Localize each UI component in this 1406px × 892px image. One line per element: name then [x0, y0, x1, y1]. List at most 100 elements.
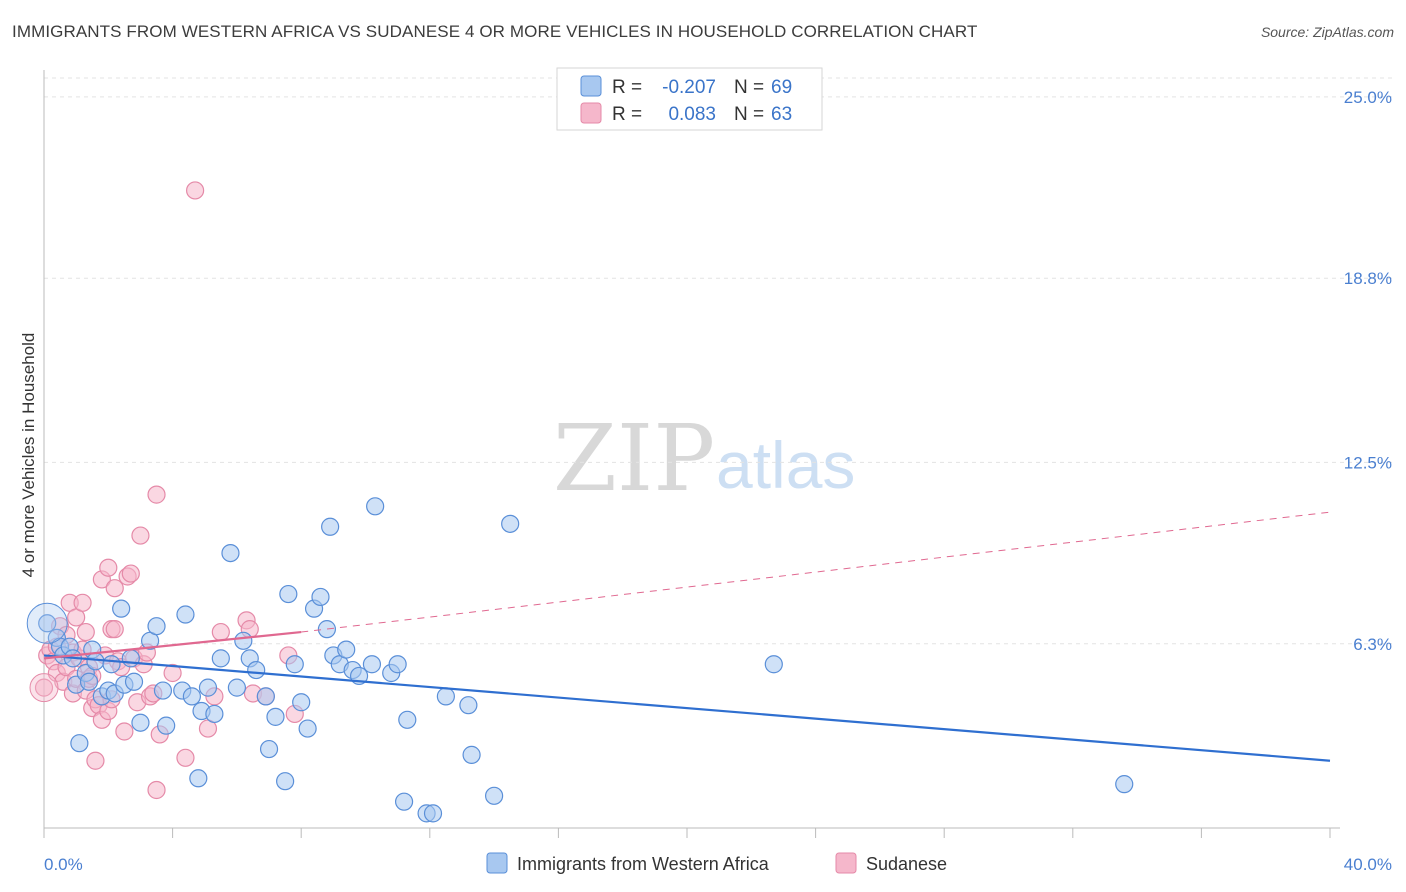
point-western-africa: [501, 514, 520, 533]
point-western-africa: [259, 739, 279, 759]
point-sudanese: [34, 678, 54, 697]
point-sudanese: [121, 564, 140, 583]
point-western-africa: [388, 655, 407, 674]
point-western-africa: [285, 655, 304, 674]
legend-n-value-1: 69: [771, 77, 792, 98]
trendline-sudanese: [43, 630, 302, 660]
point-western-africa-cluster: [26, 602, 68, 644]
point-sudanese: [147, 780, 166, 800]
legend-swatch-pink: [580, 102, 602, 124]
point-western-africa: [124, 672, 144, 691]
point-western-africa: [394, 792, 414, 811]
point-sudanese: [211, 622, 230, 642]
legend-r-label-2: R =: [612, 104, 642, 125]
bottom-legend-swatch-pink: [835, 852, 857, 874]
legend-n-value-2: 63: [771, 104, 792, 125]
point-western-africa: [398, 710, 417, 729]
legend-swatch-blue: [580, 75, 602, 97]
point-western-africa: [462, 745, 481, 764]
legend-r-label-1: R =: [612, 77, 642, 98]
point-western-africa: [485, 786, 504, 805]
point-western-africa: [70, 734, 89, 753]
point-sudanese: [131, 526, 150, 545]
point-western-africa: [205, 704, 224, 724]
x-axis-ticks: [43, 828, 1331, 838]
bottom-legend-label-sudanese: Sudanese: [866, 854, 947, 874]
point-western-africa: [279, 584, 298, 604]
point-western-africa: [147, 617, 166, 636]
point-sudanese: [99, 558, 118, 577]
point-western-africa: [157, 716, 176, 735]
point-western-africa: [182, 687, 201, 706]
legend-n-label-2: N =: [734, 104, 764, 125]
x-tick-label-min: 0.0%: [44, 855, 83, 874]
point-sudanese: [176, 748, 195, 767]
point-western-africa: [266, 707, 285, 726]
point-western-africa: [317, 620, 337, 639]
point-sudanese-cluster: [29, 673, 59, 703]
x-tick-label-max: 40.0%: [1344, 855, 1392, 874]
point-western-africa: [459, 696, 478, 715]
point-western-africa: [436, 687, 455, 706]
legend-r-value-2: 0.083: [668, 104, 716, 125]
point-western-africa: [112, 599, 131, 618]
legend-r-value-1: -0.207: [662, 77, 716, 98]
trendline-sudanese-projection: [301, 511, 1331, 633]
point-western-africa: [189, 769, 208, 788]
point-western-africa: [121, 649, 140, 668]
point-sudanese: [163, 663, 182, 683]
point-western-africa: [198, 678, 218, 697]
point-western-africa: [211, 649, 230, 668]
point-western-africa: [423, 804, 443, 823]
point-western-africa: [38, 614, 57, 633]
point-western-africa: [366, 497, 385, 516]
y-tick-label: 6.3%: [1353, 635, 1392, 654]
point-western-africa: [221, 543, 240, 563]
point-sudanese: [186, 181, 205, 200]
point-western-africa: [247, 660, 266, 680]
point-sudanese: [105, 620, 124, 639]
series-legend: Immigrants from Western Africa Sudanese: [486, 852, 947, 874]
source-label: Source: ZipAtlas.com: [1260, 24, 1394, 40]
point-western-africa: [79, 672, 99, 691]
watermark-atlas: atlas: [716, 428, 855, 502]
watermark-zip: ZIP: [553, 405, 715, 512]
point-western-africa: [153, 681, 173, 700]
point-western-africa: [298, 719, 317, 738]
point-western-africa: [292, 693, 311, 712]
point-sudanese: [86, 751, 105, 770]
point-western-africa: [1115, 775, 1134, 794]
bottom-legend-swatch-blue: [486, 852, 508, 874]
point-western-africa: [131, 713, 150, 732]
point-sudanese: [73, 593, 92, 612]
point-western-africa: [256, 687, 275, 706]
chart-title: IMMIGRANTS FROM WESTERN AFRICA VS SUDANE…: [12, 22, 978, 41]
point-western-africa: [86, 652, 105, 671]
trendline-western-africa: [43, 654, 1331, 762]
point-sudanese: [105, 579, 124, 598]
point-sudanese: [115, 722, 134, 741]
gridlines: [44, 77, 1392, 645]
point-western-africa: [227, 678, 246, 697]
point-western-africa: [102, 655, 121, 674]
correlation-legend: R = -0.207 N = 69 R = 0.083 N = 63: [556, 67, 823, 131]
point-western-africa: [234, 631, 253, 650]
series-western-africa-points: [26, 497, 1134, 823]
y-tick-label: 25.0%: [1344, 88, 1392, 107]
point-western-africa: [362, 655, 382, 674]
y-axis-tick-labels: 6.3% 12.5% 18.8% 25.0%: [1344, 88, 1392, 654]
y-tick-label: 12.5%: [1344, 453, 1392, 472]
bottom-legend-label-western-africa: Immigrants from Western Africa: [517, 854, 770, 874]
point-western-africa: [337, 640, 356, 659]
point-western-africa: [764, 655, 783, 674]
point-western-africa: [311, 587, 330, 607]
point-western-africa: [176, 605, 195, 624]
point-sudanese: [76, 622, 95, 642]
legend-n-label-1: N =: [734, 77, 764, 98]
point-western-africa: [276, 772, 295, 791]
point-western-africa: [321, 517, 340, 536]
trendlines: [43, 511, 1331, 762]
point-sudanese: [147, 485, 166, 504]
y-tick-label: 18.8%: [1344, 269, 1392, 288]
